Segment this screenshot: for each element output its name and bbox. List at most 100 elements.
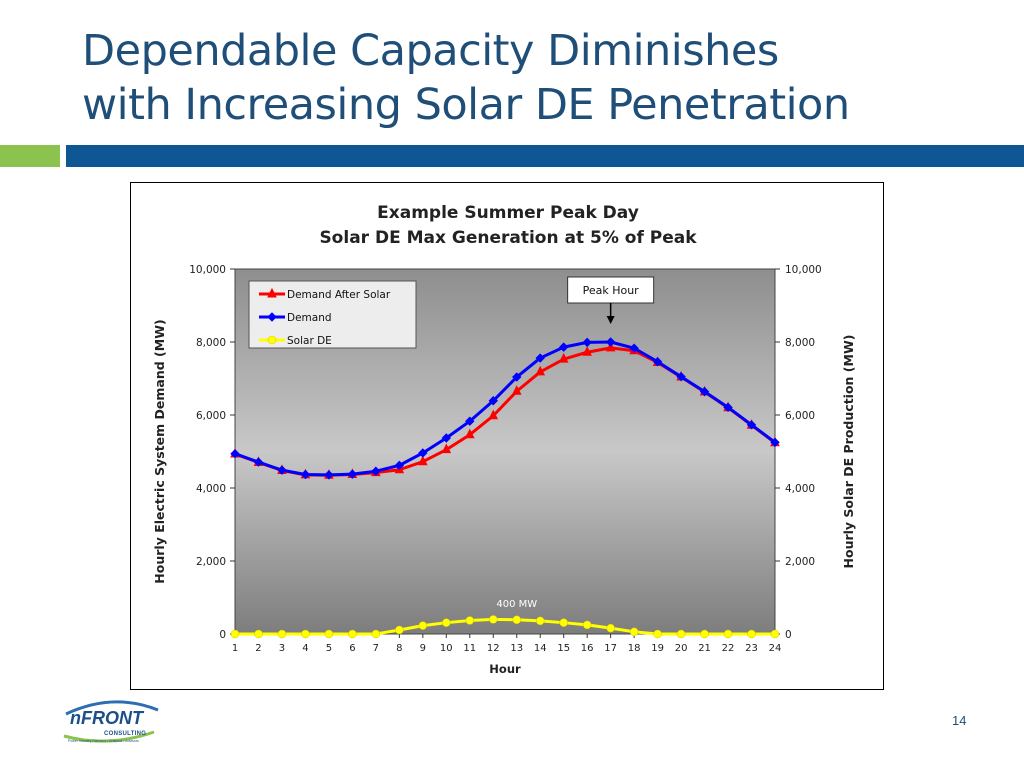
y-left-tick-label: 10,000 [189,264,226,276]
data-point-demand [558,342,569,352]
legend-marker-demand-after-solar [267,287,277,298]
data-point-solar-de [418,621,428,630]
data-point-solar-de [348,629,357,639]
data-point-demand [676,371,686,382]
data-point-demand [230,448,240,459]
y-right-tick-label: 10,000 [785,264,822,276]
data-point-demand [465,416,475,426]
data-point-solar-de [653,629,662,639]
data-point-demand [535,353,545,363]
data-point-demand [488,396,498,406]
data-point-demand [253,457,264,467]
x-tick-label: 24 [769,643,782,654]
y-left-tick-label: 4,000 [196,483,226,495]
chart-frame: Example Summer Peak Day Solar DE Max Gen… [130,182,884,690]
data-point-demand-after-solar [441,443,452,454]
legend-marker-demand [267,312,277,322]
data-point-demand-after-solar [558,353,569,363]
data-point-solar-de [676,629,686,639]
data-point-demand [347,469,358,479]
logo-tagline: Power Industry Planners • Analysts • Adv… [68,739,139,743]
data-point-demand-after-solar [582,346,592,356]
blue-title-underline-bar [66,145,1024,167]
slide-title-line-1: Dependable Capacity Diminishes [82,26,779,76]
data-point-solar-de [277,629,287,639]
x-tick-label: 6 [349,643,355,654]
y-right-tick-label: 0 [785,629,792,641]
slide-title: Dependable Capacity Diminishes with Incr… [82,24,1002,132]
y-right-tick-label: 4,000 [785,483,815,495]
x-tick-label: 13 [510,643,523,654]
data-point-demand [324,470,334,480]
data-point-solar-de [559,618,568,627]
data-point-demand [582,337,592,348]
data-point-solar-de [230,629,240,639]
data-point-solar-de [489,615,498,624]
data-point-solar-de [747,629,756,639]
data-point-solar-de [770,629,780,639]
y-right-tick-label: 2,000 [785,556,815,568]
x-tick-label: 1 [232,643,238,654]
data-point-demand [418,448,428,458]
data-point-solar-de [582,620,592,630]
data-point-demand [394,460,405,471]
data-point-solar-de [535,616,545,626]
x-tick-label: 18 [628,643,641,654]
data-point-solar-de [301,629,310,639]
data-point-demand [629,343,639,353]
logo-subtitle: CONSULTING [104,731,147,737]
x-tick-label: 12 [487,643,500,654]
data-point-demand [300,469,311,480]
y-left-tick-label: 6,000 [196,410,226,422]
x-tick-label: 20 [675,643,688,654]
y-left-tick-label: 8,000 [196,337,226,349]
data-point-demand [371,466,381,476]
data-point-demand [512,372,522,382]
data-point-demand-after-solar [511,385,522,395]
x-tick-label: 23 [745,643,758,654]
y-left-axis-label: Hourly Electric System Demand (MW) [152,319,167,583]
chart-title-line-2: Solar DE Max Generation at 5% of Peak [319,228,697,248]
data-point-solar-de [629,627,639,637]
data-point-demand [441,433,452,443]
x-tick-label: 14 [534,643,547,654]
x-tick-label: 16 [581,643,594,654]
data-point-demand [770,437,780,448]
peak-hour-callout-label: Peak Hour [583,284,640,297]
x-tick-label: 5 [326,643,332,654]
data-point-solar-de [254,629,263,639]
data-point-demand [723,402,733,413]
data-point-solar-de [723,629,733,639]
x-tick-label: 3 [279,643,285,654]
x-tick-label: 4 [302,643,308,654]
y-right-tick-label: 6,000 [785,410,815,422]
data-point-solar-de [700,629,709,639]
x-tick-label: 9 [420,643,426,654]
green-accent-bar [0,145,60,167]
y-right-tick-label: 8,000 [785,337,815,349]
nfront-logo-swoosh [63,700,159,743]
data-point-demand-after-solar [464,428,475,439]
x-tick-label: 17 [604,643,617,654]
legend-label-solar-de: Solar DE [287,335,332,347]
y-right-axis-label: Hourly Solar DE Production (MW) [841,335,856,569]
data-point-demand [605,337,616,347]
data-point-solar-de [324,629,334,639]
data-point-solar-de [371,629,381,639]
peak-hour-callout-box [567,276,655,304]
x-tick-label: 21 [698,643,711,654]
data-point-demand [699,386,710,397]
data-point-solar-de [442,618,451,627]
peak-hour-arrow-head [606,316,615,324]
legend-label-demand-after-solar: Demand After Solar [287,289,391,301]
chart-title-line-1: Example Summer Peak Day [377,203,639,223]
y-left-tick-label: 0 [219,629,226,641]
data-point-demand [652,357,663,367]
data-point-demand [277,465,287,475]
data-point-demand-after-solar [418,455,428,466]
legend-marker-solar-de [267,335,277,345]
x-axis-label: Hour [489,662,521,676]
page-number: 14 [952,713,967,728]
chart-svg: 0 0 2,000 2,000 4,000 4,000 6,000 6,000 8,000 8,0… [152,264,856,676]
x-tick-label: 19 [651,643,664,654]
